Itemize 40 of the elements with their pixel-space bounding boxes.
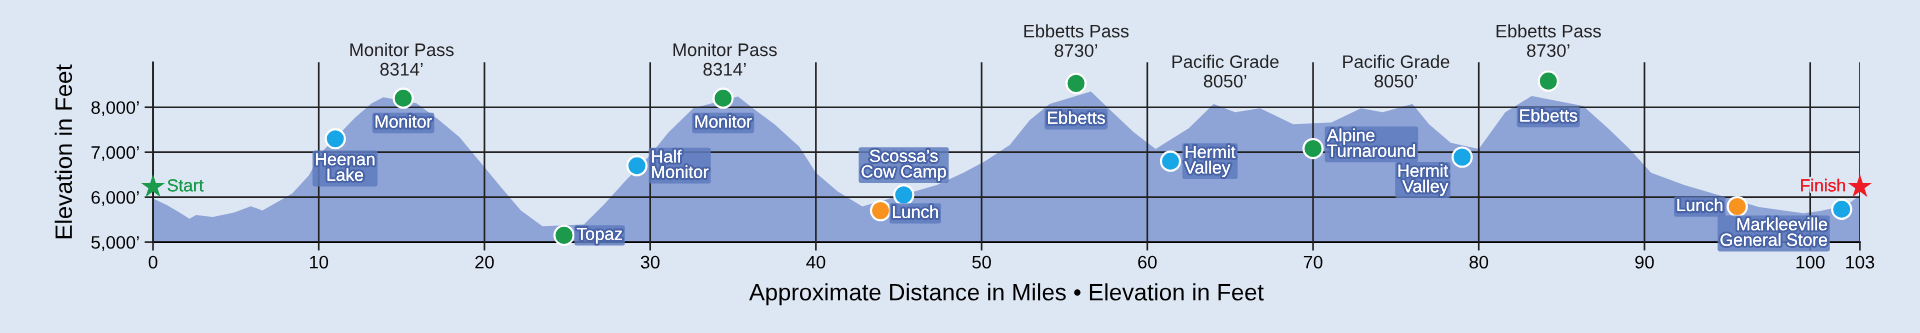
data-label: Hermit Valley [1184,145,1236,178]
data-label: Hermit Valley [1398,164,1449,196]
data-label: Lunch [893,205,938,219]
x-tick-label: 100 [1796,255,1825,269]
data-label: Ebbetts [1048,111,1105,124]
data-label: Monitor [375,114,432,128]
annotation: Ebbetts Pass 8730’ [1024,24,1129,57]
data-label: Heenan Lake [316,153,375,181]
x-tick-label: 70 [1303,255,1323,269]
data-label: Topaz [576,227,622,244]
data-label: Markleeville General Store [1720,217,1828,246]
data-label: Monitor [695,114,752,128]
annotation: Pacific Grade 8050’ [1172,54,1279,88]
data-label: Half Monitor [652,149,709,179]
x-tick-label: 103 [1846,255,1875,269]
data-label: Scossa’s Cow Camp [861,149,946,181]
annotation: Monitor Pass 8314’ [350,42,454,76]
x-tick-label: 20 [475,255,494,269]
data-label: Ebbetts [1520,108,1578,122]
annotation: Ebbetts Pass 8730’ [1496,24,1601,57]
x-tick-label: 60 [1138,255,1157,269]
data-label: Lunch [1677,198,1723,212]
x-tick-label: 0 [148,255,158,269]
x-tick-label: 50 [972,255,991,269]
x-tick-label: 10 [310,255,329,269]
y-tick-label: 6,000’ [91,191,139,206]
x-axis-title: Approximate Distance in Miles • Elevation in Feet [749,283,1264,306]
x-tick-label: 80 [1469,255,1489,269]
y-tick-label: 8,000’ [91,101,139,117]
data-label: Start [167,179,204,192]
annotation: Pacific Grade 8050’ [1343,54,1450,88]
annotation: Monitor Pass 8314’ [673,42,777,76]
x-tick-label: 90 [1635,255,1654,269]
y-tick-label: 5,000’ [91,236,139,251]
x-tick-label: 40 [806,255,826,269]
point [1847,174,1872,197]
y-tick-label: 7,000’ [91,146,139,162]
x-tick-label: 30 [640,255,660,269]
data-label: Alpine Turnaround [1326,128,1415,157]
y-axis-title: Elevation in Feet [54,64,73,239]
